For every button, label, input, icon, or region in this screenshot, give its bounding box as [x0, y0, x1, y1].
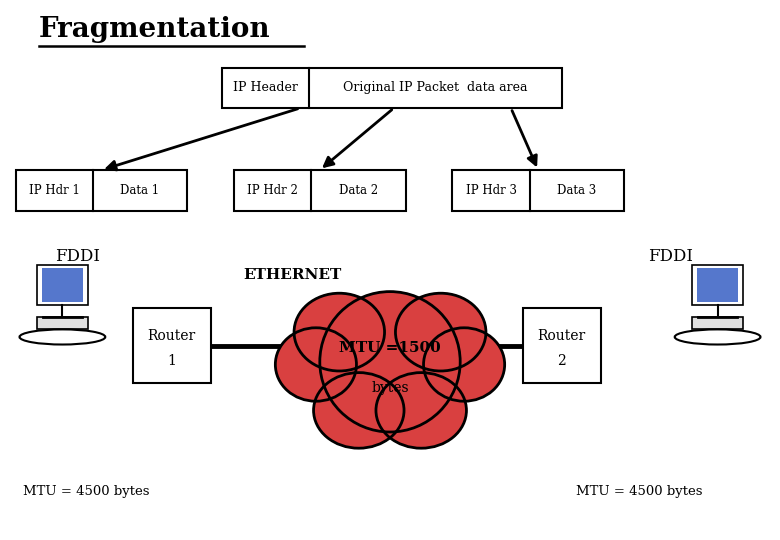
Ellipse shape — [395, 293, 486, 371]
FancyBboxPatch shape — [523, 308, 601, 383]
Text: Data 2: Data 2 — [339, 184, 378, 197]
Text: MTU =1500: MTU =1500 — [339, 341, 441, 355]
Text: bytes: bytes — [371, 381, 409, 395]
Text: MTU = 4500 bytes: MTU = 4500 bytes — [576, 485, 703, 498]
Text: Data 3: Data 3 — [557, 184, 597, 197]
FancyBboxPatch shape — [37, 265, 87, 305]
Text: IP Hdr 2: IP Hdr 2 — [247, 184, 298, 197]
Text: IP Hdr 1: IP Hdr 1 — [29, 184, 80, 197]
Text: Original IP Packet  data area: Original IP Packet data area — [343, 81, 527, 94]
Text: MTU = 4500 bytes: MTU = 4500 bytes — [23, 485, 149, 498]
Ellipse shape — [320, 292, 460, 432]
Text: IP Hdr 3: IP Hdr 3 — [466, 184, 516, 197]
FancyBboxPatch shape — [16, 170, 187, 211]
Text: FDDI: FDDI — [648, 248, 693, 265]
FancyBboxPatch shape — [693, 317, 743, 329]
Ellipse shape — [424, 328, 505, 401]
FancyBboxPatch shape — [42, 268, 83, 302]
FancyBboxPatch shape — [697, 268, 739, 302]
Ellipse shape — [275, 328, 356, 401]
Ellipse shape — [376, 373, 466, 448]
Text: Router: Router — [147, 329, 196, 343]
FancyBboxPatch shape — [222, 68, 562, 108]
FancyBboxPatch shape — [234, 170, 406, 211]
FancyBboxPatch shape — [452, 170, 624, 211]
FancyBboxPatch shape — [133, 308, 211, 383]
Text: 1: 1 — [167, 354, 176, 368]
FancyBboxPatch shape — [693, 265, 743, 305]
Text: Data 1: Data 1 — [120, 184, 160, 197]
Text: FDDI: FDDI — [55, 248, 101, 265]
Text: 2: 2 — [557, 354, 566, 368]
Text: IP Header: IP Header — [233, 81, 298, 94]
Text: Router: Router — [537, 329, 586, 343]
Text: Fragmentation: Fragmentation — [39, 16, 271, 43]
Ellipse shape — [314, 373, 404, 448]
FancyBboxPatch shape — [37, 317, 87, 329]
Text: ETHERNET: ETHERNET — [243, 268, 342, 282]
Ellipse shape — [294, 293, 385, 371]
